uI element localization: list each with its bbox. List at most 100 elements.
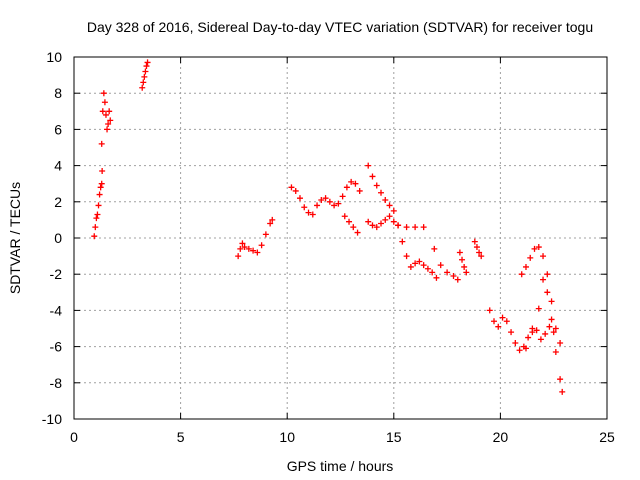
- series-seg-c: [139, 59, 151, 91]
- series-seg-d: [235, 216, 276, 260]
- data-point: [420, 262, 427, 269]
- data-point: [399, 238, 406, 245]
- data-point: [537, 336, 544, 343]
- data-point: [544, 289, 551, 296]
- data-point: [269, 216, 276, 223]
- data-point: [235, 253, 242, 260]
- data-point: [461, 263, 468, 270]
- data-point: [407, 263, 414, 270]
- data-point: [395, 222, 402, 229]
- data-point: [454, 276, 461, 283]
- data-point: [104, 126, 111, 133]
- data-point: [382, 216, 389, 223]
- data-point: [288, 184, 295, 191]
- series-seg-k: [471, 238, 485, 260]
- data-point: [463, 269, 470, 276]
- data-point: [326, 198, 333, 205]
- data-point: [552, 325, 559, 332]
- data-point: [94, 211, 101, 218]
- data-point: [339, 193, 346, 200]
- data-point: [403, 224, 410, 231]
- data-point: [522, 263, 529, 270]
- series-seg-n: [522, 276, 566, 395]
- data-point: [503, 318, 510, 325]
- data-point: [491, 318, 498, 325]
- data-point: [91, 233, 98, 240]
- data-point: [535, 244, 542, 251]
- data-point: [478, 253, 485, 260]
- data-point: [512, 339, 519, 346]
- y-tick-label: 4: [54, 158, 62, 174]
- data-point: [309, 211, 316, 218]
- data-point: [254, 249, 261, 256]
- data-point: [356, 187, 363, 194]
- data-point: [93, 215, 100, 222]
- x-tick-label: 15: [386, 429, 402, 445]
- chart-title: Day 328 of 2016, Sidereal Day-to-day VTE…: [87, 19, 593, 35]
- data-point: [143, 63, 150, 70]
- data-point: [382, 196, 389, 203]
- data-point: [433, 274, 440, 281]
- data-point: [378, 220, 385, 227]
- x-tick-label: 10: [279, 429, 295, 445]
- x-axis-title: GPS time / hours: [287, 458, 394, 474]
- data-point: [102, 111, 109, 118]
- data-point: [239, 240, 246, 247]
- data-point: [335, 200, 342, 207]
- data-point: [245, 245, 252, 252]
- data-point: [542, 330, 549, 337]
- data-point: [531, 245, 538, 252]
- data-point: [301, 204, 308, 211]
- data-point: [140, 79, 147, 86]
- data-point: [341, 213, 348, 220]
- data-point: [322, 195, 329, 202]
- data-point: [429, 269, 436, 276]
- data-point: [386, 202, 393, 209]
- data-point: [390, 207, 397, 214]
- data-point: [331, 202, 338, 209]
- data-point: [450, 273, 457, 280]
- data-point: [142, 68, 149, 75]
- data-point: [459, 256, 466, 263]
- data-point: [473, 244, 480, 251]
- data-point: [548, 316, 555, 323]
- data-point: [416, 258, 423, 265]
- data-point: [525, 334, 532, 341]
- data-point: [262, 231, 269, 238]
- data-point: [99, 108, 106, 115]
- y-tick-label: -10: [42, 411, 62, 427]
- data-point: [106, 108, 113, 115]
- data-point: [365, 162, 372, 169]
- data-point: [139, 84, 146, 91]
- data-point: [250, 247, 257, 254]
- data-point: [529, 329, 536, 336]
- data-point: [540, 253, 547, 260]
- data-point: [318, 196, 325, 203]
- y-tick-label: -8: [50, 375, 63, 391]
- data-point: [373, 224, 380, 231]
- data-point: [550, 329, 557, 336]
- data-point: [544, 271, 551, 278]
- data-point: [533, 327, 540, 334]
- data-point: [98, 140, 105, 147]
- data-point: [352, 180, 359, 187]
- data-point: [96, 191, 103, 198]
- data-point: [522, 345, 529, 352]
- data-point: [314, 202, 321, 209]
- data-point: [420, 224, 427, 231]
- data-point: [412, 260, 419, 267]
- series-seg-a: [91, 168, 106, 240]
- series-seg-i: [431, 245, 461, 283]
- data-point: [107, 117, 114, 124]
- y-axis-title: SDTVAR / TECUs: [7, 182, 23, 294]
- y-tick-labels: -10 -8 -6 -4 -2 0 2 4 6 8 10: [42, 49, 62, 427]
- data-point: [348, 178, 355, 185]
- series-seg-h: [365, 213, 427, 231]
- data-point: [495, 323, 502, 330]
- data-point: [386, 213, 393, 220]
- data-point: [100, 90, 107, 97]
- plot-frame: [73, 56, 608, 420]
- y-tick-label: -6: [50, 339, 63, 355]
- data-point: [369, 222, 376, 229]
